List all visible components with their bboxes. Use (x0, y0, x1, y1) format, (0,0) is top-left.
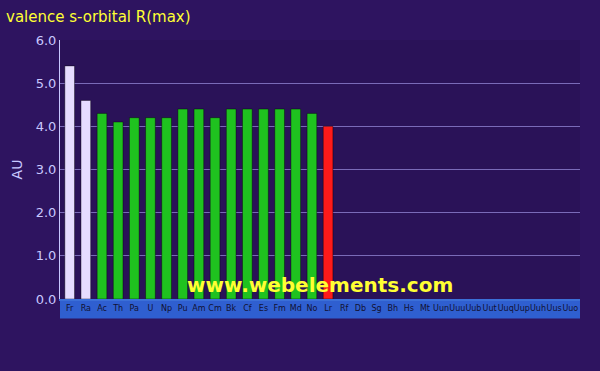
svg-text:Bk: Bk (226, 304, 236, 313)
svg-text:0.0: 0.0 (36, 292, 57, 307)
svg-text:Uuu: Uuu (449, 304, 465, 313)
svg-text:Uuh: Uuh (530, 304, 546, 313)
svg-text:Ra: Ra (81, 304, 91, 313)
svg-text:Uuq: Uuq (498, 304, 514, 313)
svg-text:Mt: Mt (420, 304, 430, 313)
svg-text:6.0: 6.0 (36, 33, 57, 48)
svg-text:Cf: Cf (243, 304, 252, 313)
svg-text:Np: Np (161, 304, 172, 313)
svg-text:Uut: Uut (483, 304, 497, 313)
svg-text:Lr: Lr (324, 304, 332, 313)
svg-text:U: U (148, 304, 154, 313)
svg-text:Cm: Cm (208, 304, 222, 313)
svg-text:Pu: Pu (178, 304, 188, 313)
svg-text:valence s-orbital R(max): valence s-orbital R(max) (6, 8, 191, 26)
svg-text:No: No (306, 304, 317, 313)
svg-text:5.0: 5.0 (36, 76, 57, 91)
svg-text:Uub: Uub (465, 304, 481, 313)
svg-text:Am: Am (192, 304, 205, 313)
svg-text:Pa: Pa (130, 304, 139, 313)
svg-text:Hs: Hs (404, 304, 414, 313)
svg-text:Ac: Ac (97, 304, 107, 313)
svg-text:www.webelements.com: www.webelements.com (187, 273, 453, 297)
svg-text:Db: Db (355, 304, 366, 313)
svg-text:Uup: Uup (514, 304, 530, 313)
svg-text:Es: Es (259, 304, 268, 313)
svg-text:Uus: Uus (547, 304, 562, 313)
svg-text:AU: AU (9, 160, 25, 180)
svg-text:Th: Th (112, 304, 123, 313)
svg-text:Fr: Fr (66, 304, 74, 313)
svg-text:Md: Md (290, 304, 302, 313)
svg-text:Uun: Uun (433, 304, 449, 313)
svg-text:3.0: 3.0 (36, 162, 57, 177)
svg-text:Sg: Sg (371, 304, 381, 313)
svg-text:Uuo: Uuo (562, 304, 578, 313)
svg-text:1.0: 1.0 (36, 248, 57, 263)
svg-text:Fm: Fm (273, 304, 286, 313)
svg-text:Bh: Bh (387, 304, 398, 313)
svg-text:2.0: 2.0 (36, 205, 57, 220)
svg-text:4.0: 4.0 (36, 119, 57, 134)
svg-text:Rf: Rf (340, 304, 349, 313)
